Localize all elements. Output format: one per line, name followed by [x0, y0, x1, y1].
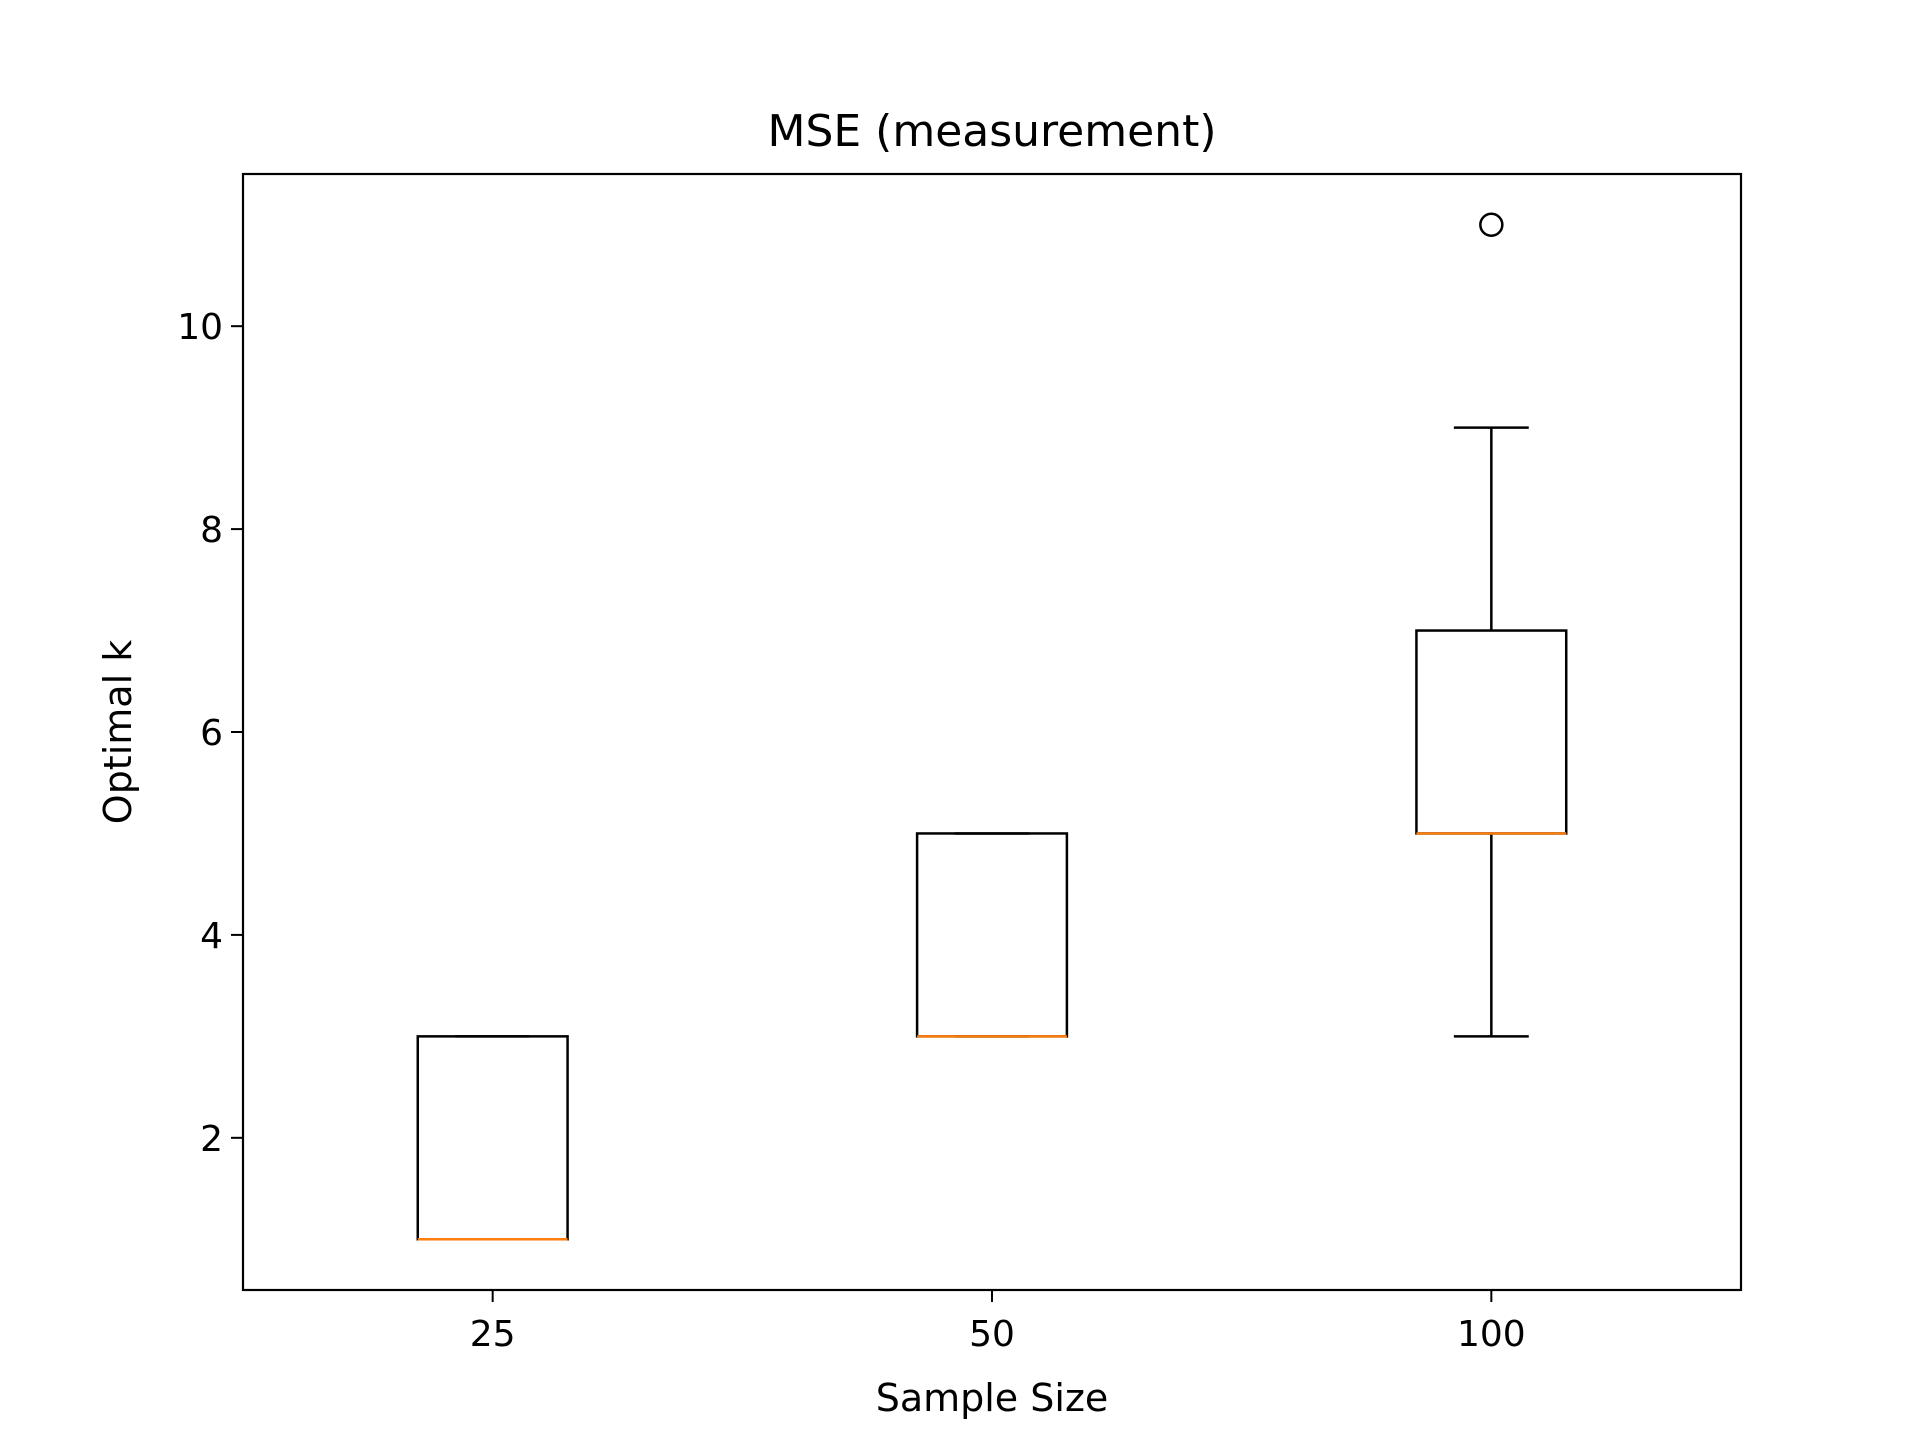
y-tick-label: 2: [200, 1119, 223, 1160]
chart-title: MSE (measurement): [768, 106, 1217, 157]
y-tick-label: 8: [200, 510, 223, 551]
x-tick-label: 50: [969, 1314, 1015, 1355]
box-iqr: [416, 1035, 569, 1241]
y-axis: 2 4 6 8 10: [177, 307, 243, 1160]
y-axis-label: Optimal k: [96, 640, 140, 824]
box-series: [416, 212, 1568, 1241]
box-50: [915, 832, 1069, 1038]
x-axis: 25 50 100: [470, 1290, 1526, 1355]
box-25: [416, 1035, 569, 1241]
x-tick-label: 25: [470, 1314, 516, 1355]
y-tick-label: 6: [200, 713, 223, 754]
x-axis-label: Sample Size: [876, 1376, 1109, 1420]
y-tick-label: 4: [200, 916, 223, 957]
plot-frame: [241, 172, 1743, 1292]
box-iqr: [915, 832, 1069, 1038]
outlier-point: [1479, 212, 1504, 237]
box-iqr: [1415, 629, 1568, 835]
box-100: [1415, 212, 1568, 1038]
x-tick-label: 100: [1457, 1314, 1526, 1355]
y-tick-label: 10: [177, 307, 223, 348]
